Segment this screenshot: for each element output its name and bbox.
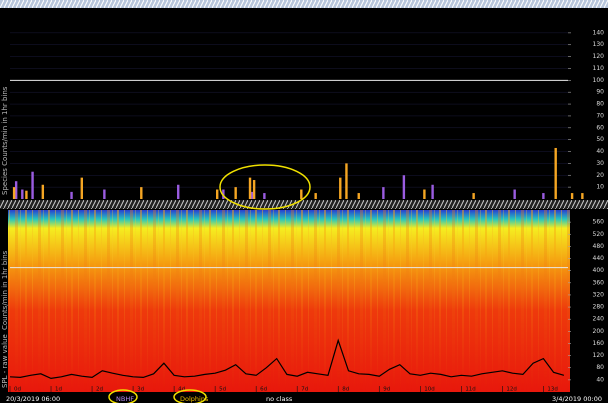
x-tick-label: 5d (219, 387, 226, 393)
bar (177, 185, 179, 199)
bar (42, 185, 44, 199)
status-bar (0, 394, 608, 403)
bar (472, 193, 474, 199)
bar (581, 193, 583, 199)
y-tick-label: 60 (596, 124, 604, 131)
y-tick-label: 560 (593, 219, 605, 226)
y-tick-label: 80 (596, 364, 604, 371)
y-tick-label: 320 (593, 291, 605, 298)
y-tick-label: 30 (596, 160, 604, 167)
bar (70, 192, 72, 199)
bar (251, 192, 253, 199)
y-tick-label: 90 (596, 89, 604, 96)
bar (31, 172, 33, 199)
x-tick-label: 13d (547, 387, 558, 393)
x-tick-label: 0d (14, 387, 21, 393)
start-time: 20/3/2019 06:00 (6, 395, 60, 403)
y-tick-label: 280 (593, 304, 605, 311)
bar (423, 190, 425, 199)
y-tick-label: 140 (593, 29, 605, 36)
bar (25, 191, 27, 199)
y-tick-label: 100 (593, 77, 605, 84)
bar (314, 193, 316, 199)
y-tick-label: 50 (596, 136, 604, 143)
x-tick-label: 3d (137, 387, 144, 393)
y-tick-label: 40 (596, 376, 604, 383)
y-tick-label: 120 (593, 352, 605, 359)
y-tick-label: 110 (593, 65, 605, 72)
bar (382, 187, 384, 199)
y-tick-label: 130 (593, 41, 605, 48)
bar (300, 190, 302, 199)
x-tick-label: 8d (342, 387, 349, 393)
bar (345, 163, 347, 199)
y-tick-label: 70 (596, 112, 604, 119)
y-tick-label: 40 (596, 148, 604, 155)
x-tick-label: 1d (55, 387, 62, 393)
y-tick-label: 120 (593, 53, 605, 60)
time-strip (0, 200, 608, 209)
bar (542, 193, 544, 199)
bar (403, 175, 405, 199)
bar (216, 190, 218, 199)
y-tick-label: 10 (596, 184, 604, 191)
x-tick-label: 6d (260, 387, 267, 393)
x-tick-label: 7d (301, 387, 308, 393)
y-tick-label: 400 (593, 267, 605, 274)
y-axis-label: Counts/min in 1hr bins (1, 250, 9, 330)
bar (513, 190, 515, 199)
app-window: Species Counts/min in 1hr bins SPL - raw… (0, 0, 608, 403)
bar (81, 178, 83, 199)
x-tick-label: 12d (506, 387, 516, 393)
end-time: 3/4/2019 00:00 (552, 395, 602, 403)
y-tick-label: 360 (593, 279, 605, 286)
y-tick-label: 520 (593, 231, 605, 238)
x-tick-label: 10d (424, 387, 435, 393)
page: Species Counts/min in 1hr bins SPL - raw… (0, 0, 608, 403)
bar (15, 181, 17, 199)
y-axis-label: SPL - raw value (1, 334, 9, 388)
bar (249, 178, 251, 199)
bar (21, 190, 23, 199)
bar (263, 193, 265, 199)
x-tick-label: 11d (465, 387, 476, 393)
x-tick-label: 2d (96, 387, 103, 393)
bar (140, 187, 142, 199)
spectrogram-streaks (8, 210, 570, 392)
y-tick-label: 200 (593, 328, 605, 335)
header-strip (0, 0, 608, 8)
bar (339, 178, 341, 199)
y-tick-label: 20 (596, 172, 604, 179)
bar (431, 185, 433, 199)
x-tick-label: 9d (383, 387, 390, 393)
y-tick-label: 160 (593, 340, 605, 347)
bar (358, 193, 360, 199)
y-tick-label: 480 (593, 243, 605, 250)
class-label: no class (266, 395, 293, 403)
bar (554, 148, 556, 199)
y-tick-label: 240 (593, 316, 605, 323)
y-tick-label: 80 (596, 101, 604, 108)
y-tick-label: 440 (593, 255, 605, 262)
bar (13, 187, 15, 199)
bar (103, 190, 105, 199)
bar (571, 193, 573, 199)
bar (253, 180, 255, 199)
y-axis-label: Species Counts/min in 1hr bins (1, 86, 9, 195)
bar (234, 187, 236, 199)
